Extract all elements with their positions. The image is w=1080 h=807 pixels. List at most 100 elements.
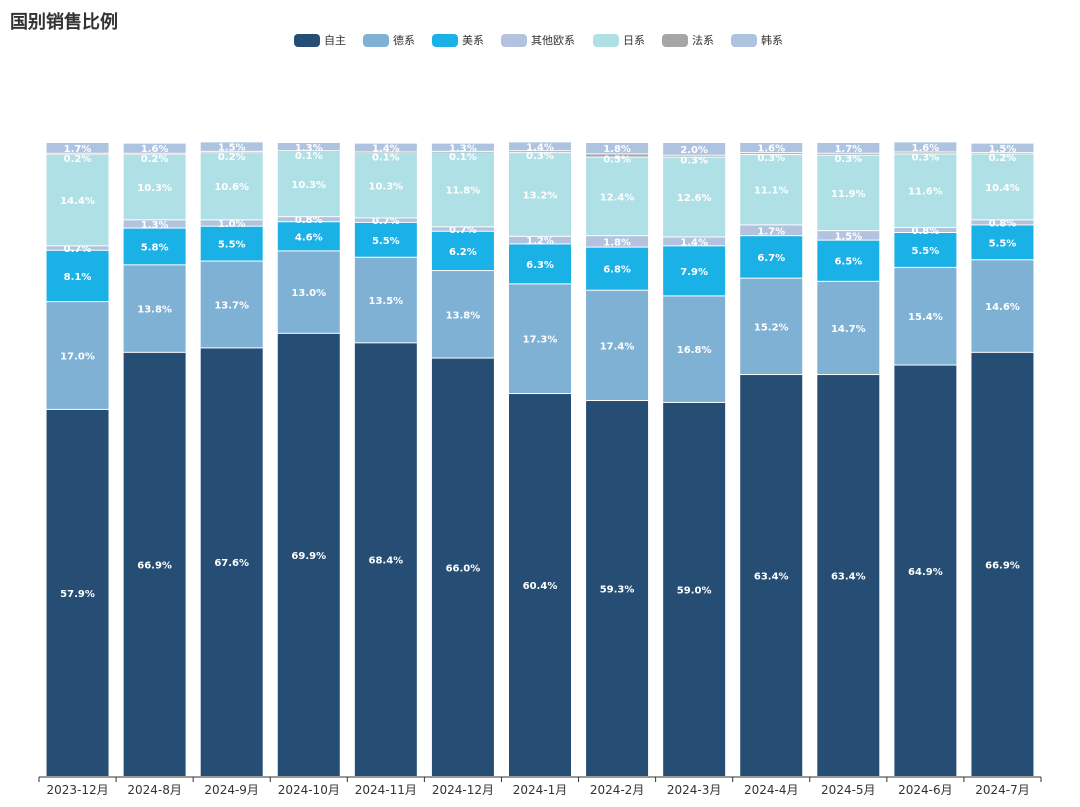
legend-item-日系[interactable]: 日系 (593, 34, 645, 47)
bar-segment-韩系-2024-4月[interactable] (740, 143, 803, 153)
bar-segment-德系-2024-2月[interactable] (586, 290, 649, 401)
bar-segment-日系-2024-2月[interactable] (586, 157, 649, 236)
bar-segment-韩系-2024-12月[interactable] (431, 143, 494, 151)
bar-segment-自主-2024-8月[interactable] (123, 352, 186, 776)
bar-segment-其他欧系-2024-2月[interactable] (586, 236, 649, 247)
bar-segment-韩系-2024-7月[interactable] (971, 143, 1034, 153)
bar-segment-德系-2024-8月[interactable] (123, 265, 186, 352)
bar-stack-2024-6月[interactable]: 64.9% 15.4% 5.5% 0.8% 11.6% 0.3%1.6% (894, 142, 957, 776)
bar-segment-法系-2023-12月[interactable] (46, 153, 109, 155)
bar-segment-日系-2024-11月[interactable] (354, 153, 417, 218)
bar-segment-德系-2024-4月[interactable] (740, 278, 803, 375)
bar-segment-日系-2024-4月[interactable] (740, 155, 803, 225)
bar-stack-2024-11月[interactable]: 68.4% 13.5% 5.5% 0.7% 10.3% 0.1%1.4% (354, 143, 417, 776)
bar-segment-其他欧系-2024-6月[interactable] (894, 227, 957, 233)
bar-segment-其他欧系-2024-1月[interactable] (509, 236, 571, 244)
bar-segment-日系-2024-7月[interactable] (971, 154, 1034, 220)
bar-segment-自主-2024-11月[interactable] (354, 343, 417, 776)
bar-segment-德系-2024-7月[interactable] (971, 260, 1034, 352)
bar-segment-德系-2024-1月[interactable] (509, 284, 571, 394)
bar-segment-法系-2024-5月[interactable] (817, 153, 880, 155)
bar-segment-自主-2024-6月[interactable] (894, 365, 957, 776)
bar-segment-自主-2024-9月[interactable] (200, 348, 263, 776)
bar-segment-日系-2024-3月[interactable] (663, 157, 726, 237)
bar-stack-2024-2月[interactable]: 59.3%17.4%6.8%1.8%12.4%0.5%1.8% (586, 143, 649, 776)
bar-segment-法系-2024-6月[interactable] (894, 152, 957, 154)
bar-segment-自主-2024-3月[interactable] (663, 402, 726, 776)
bar-segment-韩系-2023-12月[interactable] (46, 143, 109, 153)
bar-segment-美系-2024-11月[interactable] (354, 222, 417, 257)
bar-segment-自主-2024-5月[interactable] (817, 375, 880, 776)
bar-segment-日系-2024-9月[interactable] (200, 153, 263, 220)
legend[interactable]: 自主 德系 美系 其他欧系 日系 法系 韩系 (294, 33, 783, 47)
bar-segment-自主-2024-2月[interactable] (586, 401, 649, 776)
bar-segment-法系-2024-1月[interactable] (509, 151, 571, 153)
bar-stack-2024-8月[interactable]: 66.9% 13.8% 5.8% 1.3% 10.3% 0.2%1.6% (123, 143, 186, 776)
legend-item-德系[interactable]: 德系 (363, 33, 415, 47)
bar-segment-美系-2024-8月[interactable] (123, 228, 186, 265)
bar-segment-德系-2024-6月[interactable] (894, 267, 957, 365)
bar-segment-美系-2024-5月[interactable] (817, 240, 880, 281)
bar-segment-法系-2024-12月[interactable] (431, 151, 494, 153)
bar-segment-韩系-2024-3月[interactable] (663, 143, 726, 155)
bar-stack-2024-7月[interactable]: 66.9% 14.6% 5.5% 0.8% 10.4% 0.2%1.5% (971, 143, 1034, 776)
bar-segment-韩系-2024-6月[interactable] (894, 142, 957, 152)
bar-segment-美系-2024-4月[interactable] (740, 236, 803, 278)
bar-segment-美系-2024-10月[interactable] (277, 222, 340, 251)
bar-segment-美系-2024-3月[interactable] (663, 246, 726, 296)
bar-segment-法系-2024-4月[interactable] (740, 153, 803, 155)
bar-segment-美系-2024-9月[interactable] (200, 226, 263, 261)
bar-segment-德系-2023-12月[interactable] (46, 302, 109, 409)
bar-segment-美系-2024-6月[interactable] (894, 233, 957, 267)
bar-segment-韩系-2024-2月[interactable] (586, 143, 649, 154)
bar-stack-2023-12月[interactable]: 57.9% 17.0% 8.1% 0.7% 14.4% 0.2%1.7% (46, 143, 109, 776)
bar-segment-韩系-2024-8月[interactable] (123, 143, 186, 153)
bar-segment-德系-2024-12月[interactable] (431, 271, 494, 358)
bar-segment-其他欧系-2024-3月[interactable] (663, 237, 726, 246)
bar-segment-日系-2024-10月[interactable] (277, 151, 340, 217)
bar-segment-韩系-2024-10月[interactable] (277, 143, 340, 151)
bar-segment-其他欧系-2024-4月[interactable] (740, 225, 803, 236)
bar-segment-自主-2024-1月[interactable] (509, 394, 571, 776)
bar-segment-自主-2024-7月[interactable] (971, 352, 1034, 776)
bar-segment-日系-2024-6月[interactable] (894, 154, 957, 227)
bar-stack-2024-10月[interactable]: 69.9% 13.0% 4.6% 0.8% 10.3% 0.1%1.3% (277, 143, 340, 776)
bar-segment-韩系-2024-9月[interactable] (200, 142, 263, 151)
bar-segment-美系-2023-12月[interactable] (46, 250, 109, 302)
bar-stack-2024-3月[interactable]: 59.0% 16.8% 7.9% 1.4% 12.6% 0.3%2.0% (663, 143, 726, 776)
bar-segment-其他欧系-2024-7月[interactable] (971, 220, 1034, 225)
bar-segment-其他欧系-2024-11月[interactable] (354, 218, 417, 222)
bar-segment-日系-2024-5月[interactable] (817, 155, 880, 231)
bar-segment-德系-2024-9月[interactable] (200, 261, 263, 348)
bar-segment-其他欧系-2024-5月[interactable] (817, 231, 880, 240)
bar-segment-法系-2024-7月[interactable] (971, 153, 1034, 154)
bar-segment-自主-2023-12月[interactable] (46, 409, 109, 776)
legend-item-其他欧系[interactable]: 其他欧系 (501, 34, 575, 47)
bar-stack-2024-12月[interactable]: 66.0% 13.8% 6.2% 0.7% 11.8% 0.1%1.3% (431, 143, 494, 776)
bar-segment-日系-2024-8月[interactable] (123, 155, 186, 220)
bar-segment-法系-2024-8月[interactable] (123, 153, 186, 155)
bar-segment-韩系-2024-5月[interactable] (817, 143, 880, 153)
bar-stack-2024-1月[interactable]: 60.4% 17.3% 6.3% 1.2% 13.2% 0.3%1.4% (509, 142, 571, 776)
bar-segment-德系-2024-11月[interactable] (354, 257, 417, 343)
bar-segment-其他欧系-2024-10月[interactable] (277, 217, 340, 222)
bar-segment-自主-2024-10月[interactable] (277, 333, 340, 776)
bar-stack-2024-9月[interactable]: 67.6% 13.7% 5.5% 1.0% 10.6% 0.2%1.5% (200, 142, 263, 776)
bar-segment-日系-2024-1月[interactable] (509, 153, 571, 236)
bar-segment-韩系-2024-11月[interactable] (354, 143, 417, 152)
bar-segment-美系-2024-12月[interactable] (431, 231, 494, 271)
bar-segment-自主-2024-4月[interactable] (740, 375, 803, 776)
bar-segment-法系-2024-2月[interactable] (586, 154, 649, 157)
bar-segment-美系-2024-1月[interactable] (509, 244, 571, 284)
bar-segment-德系-2024-10月[interactable] (277, 251, 340, 333)
bar-segment-美系-2024-2月[interactable] (586, 247, 649, 290)
bar-segment-日系-2023-12月[interactable] (46, 155, 109, 246)
bar-segment-法系-2024-9月[interactable] (200, 151, 263, 153)
bar-stack-2024-5月[interactable]: 63.4% 14.7% 6.5% 1.5% 11.9% 0.3%1.7% (817, 143, 880, 776)
bar-segment-法系-2024-10月[interactable] (277, 151, 340, 152)
bar-segment-其他欧系-2024-8月[interactable] (123, 220, 186, 228)
bar-segment-法系-2024-11月[interactable] (354, 152, 417, 154)
bar-segment-韩系-2024-1月[interactable] (509, 142, 571, 151)
bar-segment-美系-2024-7月[interactable] (971, 225, 1034, 260)
bar-segment-自主-2024-12月[interactable] (431, 358, 494, 776)
